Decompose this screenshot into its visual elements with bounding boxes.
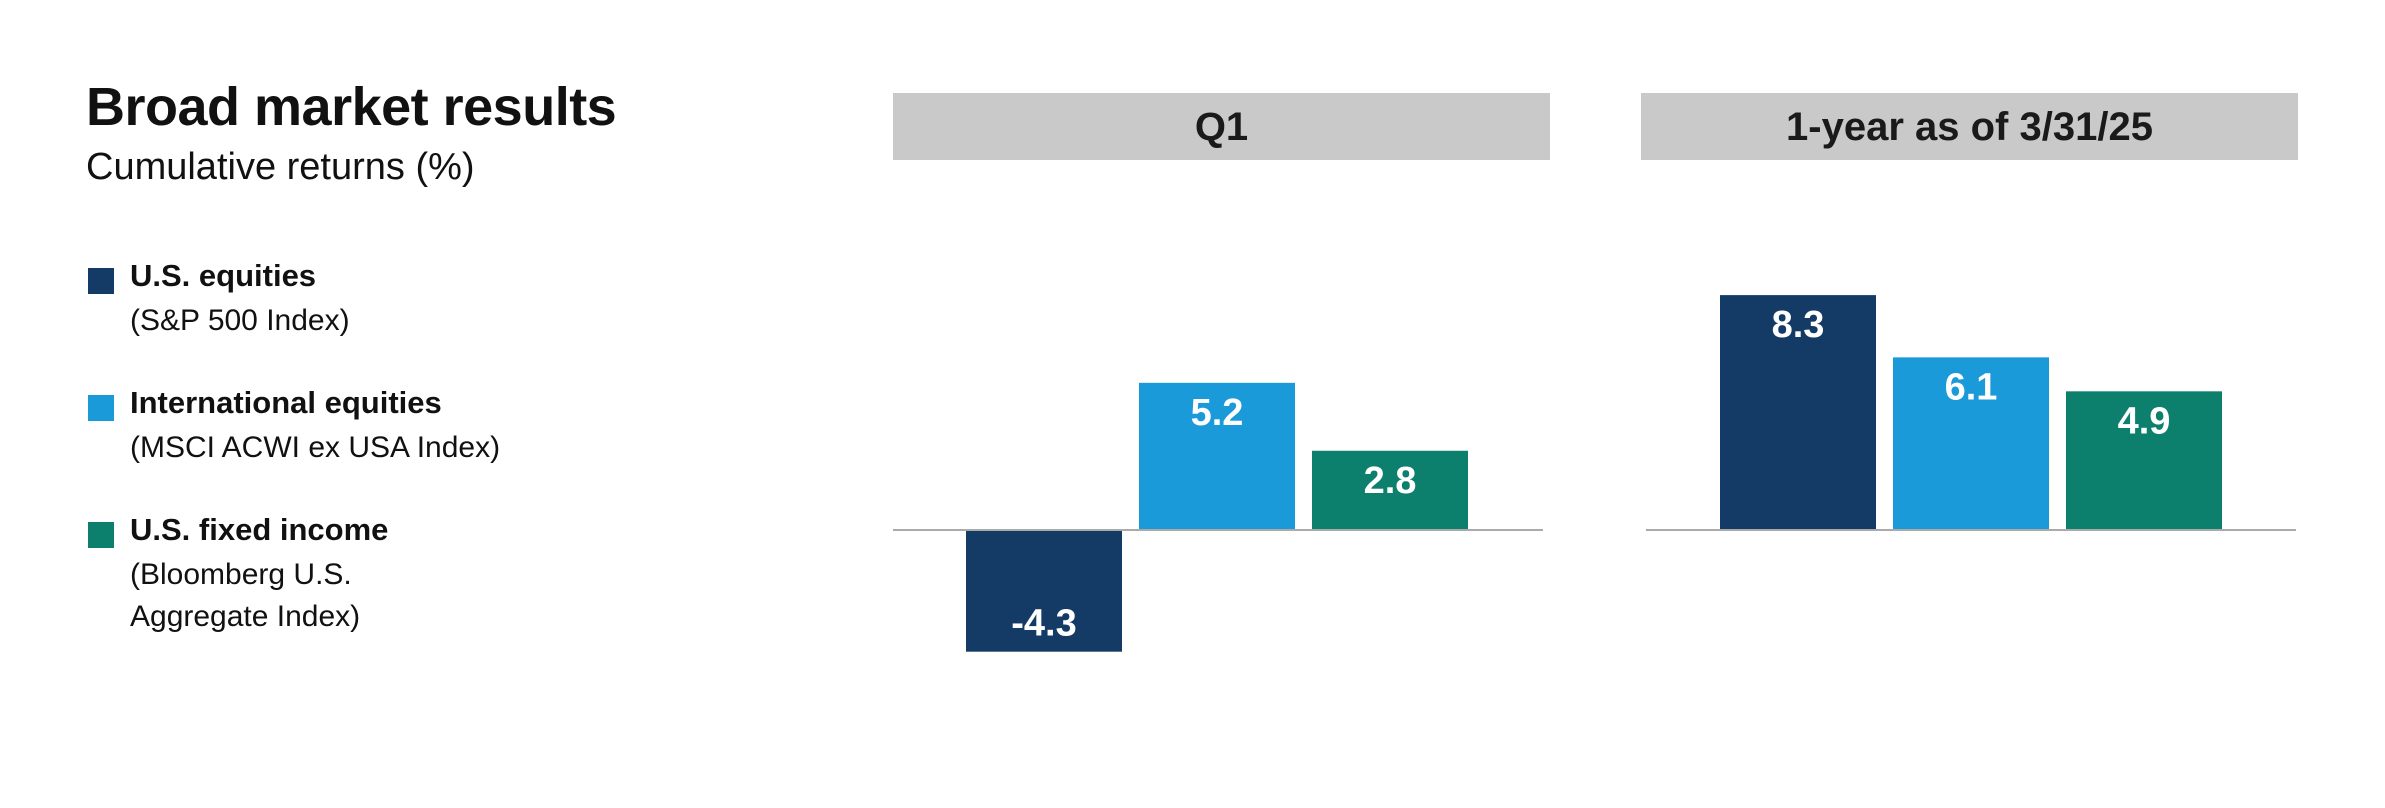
panel-header	[1641, 93, 2298, 160]
data-label: 6.1	[1945, 366, 1998, 408]
data-label: 4.9	[2118, 400, 2171, 442]
legend-name: U.S. equities	[130, 258, 317, 293]
data-label: 8.3	[1772, 304, 1825, 346]
bar	[1312, 450, 1468, 530]
bar	[1139, 382, 1295, 530]
panel-header	[893, 93, 1550, 160]
bar	[1893, 357, 2049, 530]
panel-title: Q1	[1195, 105, 1248, 149]
legend-swatch-us-fixed-income	[88, 522, 114, 548]
bar	[966, 530, 1122, 652]
data-label: -4.3	[1011, 603, 1076, 645]
legend-swatch-international-equities	[88, 395, 114, 421]
data-label: 5.2	[1191, 392, 1244, 434]
chart-subtitle: Cumulative returns (%)	[86, 146, 475, 188]
legend-name: U.S. fixed income	[130, 512, 389, 547]
chart-title: Broad market results	[86, 77, 617, 137]
legend-sub: (Bloomberg U.S. Aggregate Index)	[130, 558, 361, 633]
bar	[1720, 295, 1876, 530]
legend-sub: (S&P 500 Index)	[130, 304, 350, 337]
legend-swatch-us-equities	[88, 268, 114, 294]
legend-sub: (MSCI ACWI ex USA Index)	[130, 431, 501, 464]
data-label: 2.8	[1364, 460, 1417, 502]
panel-title: 1-year as of 3/31/25	[1786, 105, 2153, 149]
bar	[2066, 391, 2222, 530]
legend-name: International equities	[130, 385, 442, 420]
